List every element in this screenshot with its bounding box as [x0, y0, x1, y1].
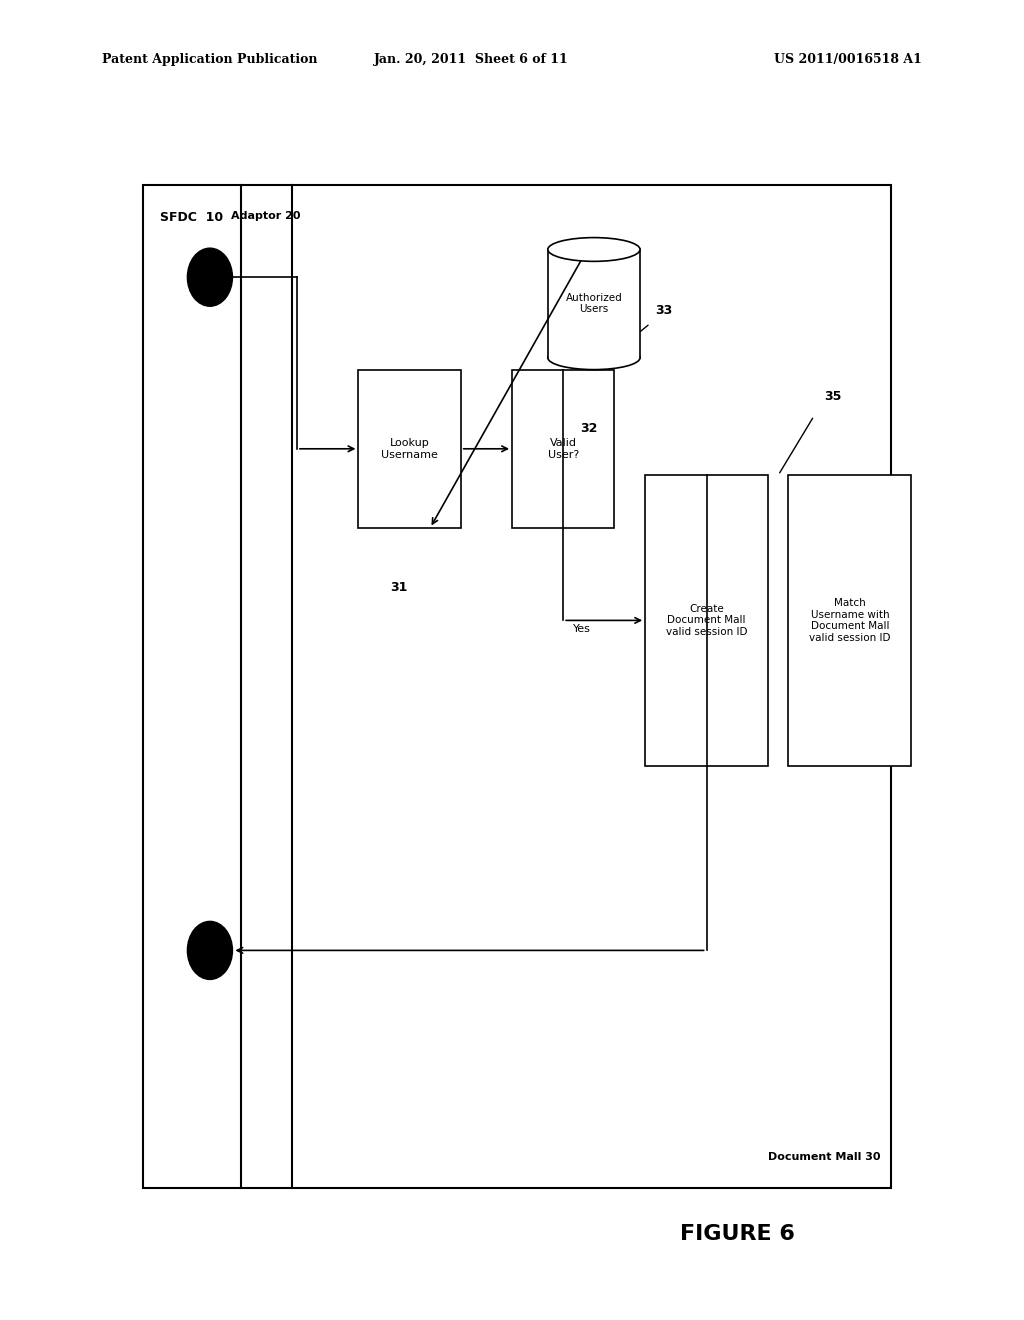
Text: FIGURE 6: FIGURE 6 [680, 1224, 795, 1245]
Text: Patent Application Publication: Patent Application Publication [102, 53, 317, 66]
Text: Match
Username with
Document Mall
valid session ID: Match Username with Document Mall valid … [809, 598, 891, 643]
FancyBboxPatch shape [645, 475, 768, 766]
Text: US 2011/0016518 A1: US 2011/0016518 A1 [774, 53, 922, 66]
Circle shape [187, 921, 232, 979]
FancyBboxPatch shape [358, 370, 461, 528]
Text: 32: 32 [581, 422, 597, 436]
Text: 35: 35 [824, 389, 842, 403]
Text: Document Mall 30: Document Mall 30 [768, 1151, 881, 1162]
Circle shape [187, 248, 232, 306]
Text: Create
Document Mall
valid session ID: Create Document Mall valid session ID [666, 603, 748, 638]
FancyBboxPatch shape [512, 370, 614, 528]
Text: Authorized
Users: Authorized Users [565, 293, 623, 314]
Ellipse shape [548, 346, 640, 370]
Bar [548, 249, 640, 358]
Text: Adaptor 20: Adaptor 20 [231, 211, 301, 222]
Bar [143, 185, 891, 1188]
Text: 31: 31 [391, 581, 408, 594]
Text: Valid
User?: Valid User? [548, 438, 579, 459]
FancyBboxPatch shape [788, 475, 911, 766]
Text: Jan. 20, 2011  Sheet 6 of 11: Jan. 20, 2011 Sheet 6 of 11 [374, 53, 568, 66]
Text: SFDC  10: SFDC 10 [161, 211, 223, 224]
Text: Yes: Yes [573, 623, 591, 634]
Text: Lookup
Username: Lookup Username [381, 438, 438, 459]
Ellipse shape [548, 238, 640, 261]
Text: 33: 33 [655, 304, 673, 317]
